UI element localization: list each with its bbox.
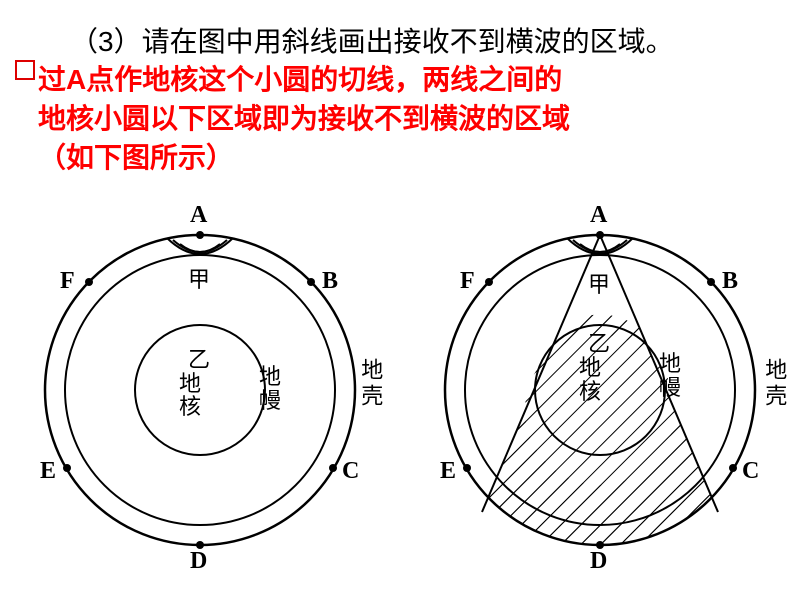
label-jia-left: 甲: [188, 268, 210, 292]
label-A-right: A: [590, 202, 607, 229]
label-B-right: B: [722, 268, 738, 295]
label-E-right: E: [440, 458, 456, 485]
answer-line2: 地核小圆以下区域即为接收不到横波的区域: [38, 103, 570, 134]
label-C-left: C: [342, 458, 359, 485]
label-mantle-left: 地幔: [258, 365, 282, 413]
label-yi-right: 乙: [588, 332, 610, 356]
label-D-left: D: [190, 548, 207, 575]
diagram-left: A B F C E D 甲 乙 地核 地幔 地壳: [10, 200, 390, 580]
label-E-left: E: [40, 458, 56, 485]
core-text-left: 地核: [178, 372, 202, 418]
label-F-right: F: [460, 268, 475, 295]
label-core-right: 地核: [578, 356, 602, 404]
label-D-right: D: [590, 548, 607, 575]
label-yi-left: 乙: [188, 348, 210, 372]
label-F-left: F: [60, 268, 75, 295]
label-mantle-right: 地幔: [658, 352, 682, 400]
answer-line1: 过A点作地核这个小圆的切线，两线之间的: [38, 64, 562, 95]
question-text: （3）请在图中用斜线画出接收不到横波的区域。: [70, 20, 674, 60]
answer-line3: （如下图所示）: [38, 142, 234, 173]
label-crust-left: 地壳: [358, 358, 382, 410]
label-A-left: A: [190, 202, 207, 229]
label-C-right: C: [742, 458, 759, 485]
label-jia-right: 甲: [588, 273, 610, 297]
label-crust-right: 地壳: [762, 358, 786, 410]
label-B-left: B: [322, 268, 338, 295]
diagrams-container: A B F C E D 甲 乙 地核 地幔 地壳: [0, 200, 800, 580]
label-core-left: 地核: [178, 372, 202, 418]
diagram-right: A B F C E D 甲 乙 地核 地幔 地壳: [410, 200, 790, 580]
red-marker-box: [15, 60, 35, 80]
answer-text: 过A点作地核这个小圆的切线，两线之间的 地核小圆以下区域即为接收不到横波的区域 …: [38, 60, 570, 178]
